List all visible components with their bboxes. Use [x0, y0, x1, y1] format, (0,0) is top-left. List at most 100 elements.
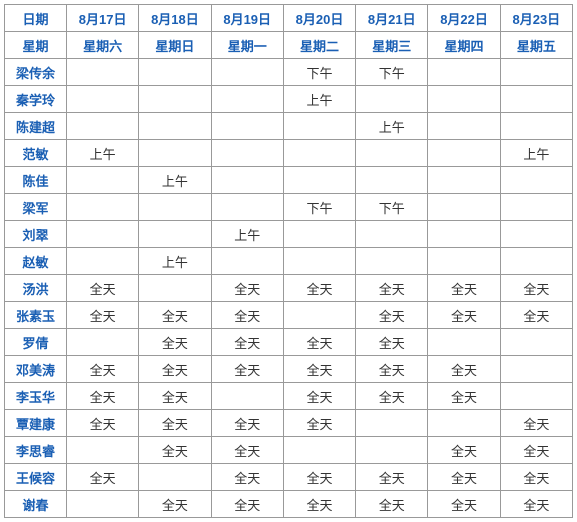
row-name: 罗倩: [5, 329, 67, 356]
cell: 全天: [211, 491, 283, 518]
cell: [500, 248, 572, 275]
cell: [428, 113, 500, 140]
row-name: 李玉华: [5, 383, 67, 410]
header-date-3: 8月20日: [283, 5, 355, 32]
table-row: 陈佳上午: [5, 167, 573, 194]
header-row-dates: 日期 8月17日 8月18日 8月19日 8月20日 8月21日 8月22日 8…: [5, 5, 573, 32]
cell: 全天: [67, 302, 139, 329]
cell: 全天: [356, 302, 428, 329]
cell: 全天: [283, 383, 355, 410]
cell: [500, 221, 572, 248]
table-row: 谢春全天全天全天全天全天全天: [5, 491, 573, 518]
cell: [283, 302, 355, 329]
cell: 下午: [283, 59, 355, 86]
cell: 全天: [283, 356, 355, 383]
table-row: 赵敏上午: [5, 248, 573, 275]
table-row: 覃建康全天全天全天全天全天: [5, 410, 573, 437]
table-row: 范敏上午上午: [5, 140, 573, 167]
cell: [283, 167, 355, 194]
cell: [428, 410, 500, 437]
cell: [211, 167, 283, 194]
cell: [211, 248, 283, 275]
cell: [139, 140, 211, 167]
cell: [428, 329, 500, 356]
cell: 全天: [283, 275, 355, 302]
row-name: 赵敏: [5, 248, 67, 275]
cell: [139, 221, 211, 248]
table-row: 梁传余下午下午: [5, 59, 573, 86]
cell: [428, 194, 500, 221]
cell: 全天: [428, 491, 500, 518]
cell: 全天: [139, 383, 211, 410]
row-name: 王候容: [5, 464, 67, 491]
cell: 全天: [139, 491, 211, 518]
row-name: 李思睿: [5, 437, 67, 464]
cell: 全天: [139, 356, 211, 383]
header-weekday-1: 星期日: [139, 32, 211, 59]
cell: [67, 221, 139, 248]
header-weekday-6: 星期五: [500, 32, 572, 59]
cell: 全天: [356, 329, 428, 356]
cell: [211, 194, 283, 221]
header-date-2: 8月19日: [211, 5, 283, 32]
cell: 下午: [356, 59, 428, 86]
table-row: 刘翠上午: [5, 221, 573, 248]
cell: 全天: [67, 356, 139, 383]
header-date-6: 8月23日: [500, 5, 572, 32]
cell: 上午: [67, 140, 139, 167]
cell: 全天: [211, 329, 283, 356]
header-date-5: 8月22日: [428, 5, 500, 32]
cell: 全天: [67, 410, 139, 437]
schedule-body: 梁传余下午下午秦学玲上午陈建超上午范敏上午上午陈佳上午梁军下午下午刘翠上午赵敏上…: [5, 59, 573, 518]
header-weekday-2: 星期一: [211, 32, 283, 59]
table-row: 罗倩全天全天全天全天: [5, 329, 573, 356]
header-weekday-0: 星期六: [67, 32, 139, 59]
cell: 全天: [500, 437, 572, 464]
header-weekday-5: 星期四: [428, 32, 500, 59]
table-row: 李玉华全天全天全天全天全天: [5, 383, 573, 410]
cell: 全天: [500, 491, 572, 518]
cell: [428, 167, 500, 194]
table-row: 王候容全天全天全天全天全天全天: [5, 464, 573, 491]
table-row: 秦学玲上午: [5, 86, 573, 113]
header-weekday-3: 星期二: [283, 32, 355, 59]
cell: 全天: [356, 275, 428, 302]
cell: 全天: [500, 410, 572, 437]
cell: 下午: [356, 194, 428, 221]
cell: [211, 113, 283, 140]
table-row: 陈建超上午: [5, 113, 573, 140]
cell: 全天: [356, 464, 428, 491]
row-name: 范敏: [5, 140, 67, 167]
cell: [283, 221, 355, 248]
cell: [500, 113, 572, 140]
cell: [500, 383, 572, 410]
cell: [500, 167, 572, 194]
header-weekday-4: 星期三: [356, 32, 428, 59]
cell: [211, 383, 283, 410]
cell: [500, 59, 572, 86]
cell: [67, 437, 139, 464]
cell: [67, 329, 139, 356]
cell: [356, 86, 428, 113]
cell: 全天: [283, 410, 355, 437]
cell: 上午: [500, 140, 572, 167]
cell: 全天: [211, 410, 283, 437]
cell: [139, 86, 211, 113]
cell: 全天: [428, 383, 500, 410]
row-name: 谢春: [5, 491, 67, 518]
cell: 全天: [139, 329, 211, 356]
cell: 全天: [139, 302, 211, 329]
cell: [500, 86, 572, 113]
cell: [356, 140, 428, 167]
table-row: 梁军下午下午: [5, 194, 573, 221]
table-row: 李思睿全天全天全天全天: [5, 437, 573, 464]
cell: [67, 194, 139, 221]
header-date-4: 8月21日: [356, 5, 428, 32]
cell: 全天: [356, 491, 428, 518]
cell: [139, 275, 211, 302]
cell: [356, 221, 428, 248]
cell: [139, 59, 211, 86]
cell: [67, 113, 139, 140]
cell: [356, 410, 428, 437]
cell: [500, 329, 572, 356]
